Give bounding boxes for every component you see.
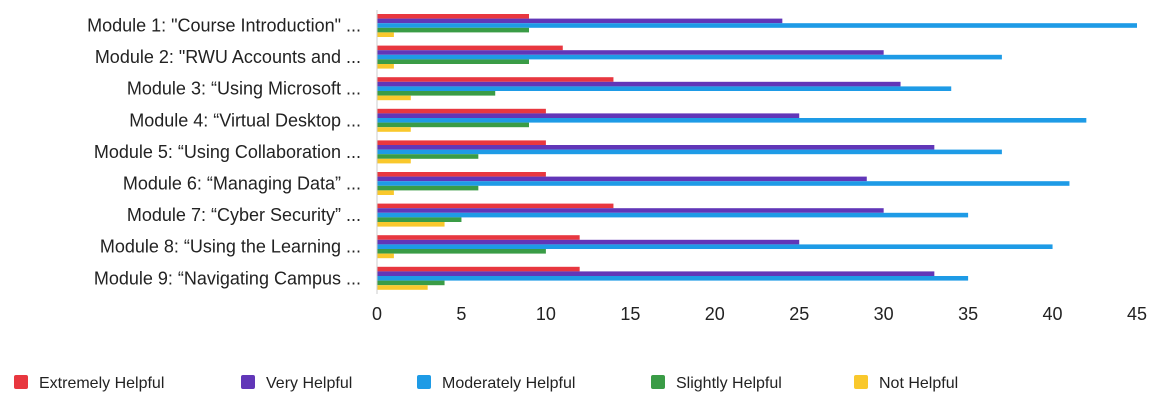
bar-module-5-moderately-helpful <box>377 149 1002 155</box>
bar-module-9-slightly-helpful <box>377 280 445 286</box>
bar-module-7-moderately-helpful <box>377 212 969 218</box>
bar-module-7-slightly-helpful <box>377 217 462 222</box>
bar-module-7-very-helpful <box>377 208 884 213</box>
category-label-module-8: Module 8: “Using the Learning ... <box>100 237 361 257</box>
legend-label-extremely-helpful: Extremely Helpful <box>39 375 164 392</box>
legend-item-not-helpful: Not Helpful <box>854 375 958 392</box>
bar-module-9-extremely-helpful <box>377 266 580 272</box>
legend-swatch-slightly-helpful <box>651 375 665 389</box>
bar-module-3-very-helpful <box>377 81 901 87</box>
bar-module-3-slightly-helpful <box>377 91 496 96</box>
bar-module-4-very-helpful <box>377 113 800 118</box>
bar-module-7-extremely-helpful <box>377 203 614 209</box>
category-label-module-6: Module 6: “Managing Data” ... <box>123 174 361 194</box>
legend-label-very-helpful: Very Helpful <box>266 375 352 392</box>
bar-module-8-extremely-helpful <box>377 235 580 240</box>
legend-label-moderately-helpful: Moderately Helpful <box>442 375 575 392</box>
bar-module-3-extremely-helpful <box>377 77 614 82</box>
category-label-module-2: Module 2: "RWU Accounts and ... <box>95 47 361 67</box>
bar-module-9-moderately-helpful <box>377 276 969 281</box>
bar-module-5-very-helpful <box>377 145 935 150</box>
bar-module-4-not-helpful <box>377 127 411 132</box>
bar-module-6-moderately-helpful <box>377 181 1070 186</box>
legend-label-slightly-helpful: Slightly Helpful <box>676 375 782 392</box>
bar-module-2-not-helpful <box>377 64 394 69</box>
x-tick-label-40: 40 <box>1043 304 1063 324</box>
bar-module-1-slightly-helpful <box>377 27 529 33</box>
legend-item-very-helpful: Very Helpful <box>241 375 352 392</box>
legend: Extremely Helpful Very Helpful Moderately … <box>14 375 958 392</box>
x-tick-label-5: 5 <box>456 304 466 324</box>
legend-label-not-helpful: Not Helpful <box>879 375 958 392</box>
bar-module-4-extremely-helpful <box>377 108 546 114</box>
bars <box>377 14 1137 290</box>
bar-module-1-moderately-helpful <box>377 23 1137 28</box>
legend-item-moderately-helpful: Moderately Helpful <box>417 375 575 392</box>
bar-module-5-not-helpful <box>377 158 411 164</box>
x-tick-label-30: 30 <box>874 304 894 324</box>
bar-module-3-moderately-helpful <box>377 86 952 91</box>
category-label-module-1: Module 1: "Course Introduction" ... <box>87 16 361 36</box>
x-tick-labels: 0 5 10 15 20 25 30 35 40 45 <box>372 304 1147 324</box>
category-label-module-7: Module 7: “Cyber Security” ... <box>127 205 361 225</box>
bar-module-4-moderately-helpful <box>377 118 1087 123</box>
category-label-module-9: Module 9: “Navigating Campus ... <box>94 268 361 288</box>
category-label-module-4: Module 4: “Virtual Desktop ... <box>129 110 361 130</box>
bar-module-8-very-helpful <box>377 239 800 245</box>
bar-module-2-extremely-helpful <box>377 45 563 51</box>
bar-module-9-not-helpful <box>377 285 428 290</box>
bar-module-6-slightly-helpful <box>377 185 479 191</box>
x-tick-label-20: 20 <box>705 304 725 324</box>
bar-module-1-extremely-helpful <box>377 14 529 19</box>
x-tick-label-0: 0 <box>372 304 382 324</box>
x-tick-label-10: 10 <box>536 304 556 324</box>
bar-module-2-slightly-helpful <box>377 59 529 64</box>
legend-item-slightly-helpful: Slightly Helpful <box>651 375 782 392</box>
bar-module-4-slightly-helpful <box>377 122 529 128</box>
legend-swatch-extremely-helpful <box>14 375 28 389</box>
x-tick-label-35: 35 <box>958 304 978 324</box>
bar-module-5-slightly-helpful <box>377 154 479 159</box>
bar-module-6-not-helpful <box>377 190 394 195</box>
legend-swatch-moderately-helpful <box>417 375 431 389</box>
x-tick-label-45: 45 <box>1127 304 1147 324</box>
legend-swatch-not-helpful <box>854 375 868 389</box>
bar-module-1-very-helpful <box>377 18 783 24</box>
bar-module-3-not-helpful <box>377 95 411 101</box>
bar-module-6-extremely-helpful <box>377 172 546 177</box>
bar-module-8-moderately-helpful <box>377 244 1053 249</box>
bar-module-5-extremely-helpful <box>377 140 546 145</box>
bar-module-8-slightly-helpful <box>377 249 546 254</box>
category-label-module-3: Module 3: “Using Microsoft ... <box>127 79 361 99</box>
bar-module-8-not-helpful <box>377 253 394 259</box>
bar-module-7-not-helpful <box>377 222 445 227</box>
bar-module-2-very-helpful <box>377 50 884 55</box>
bar-module-6-very-helpful <box>377 176 867 182</box>
category-labels: Module 1: "Course Introduction" ... Modul… <box>87 16 361 289</box>
bar-module-9-very-helpful <box>377 271 935 276</box>
x-tick-label-25: 25 <box>789 304 809 324</box>
category-label-module-5: Module 5: “Using Collaboration ... <box>94 142 361 162</box>
legend-swatch-very-helpful <box>241 375 255 389</box>
bar-module-1-not-helpful <box>377 32 394 37</box>
bar-module-2-moderately-helpful <box>377 54 1002 60</box>
legend-item-extremely-helpful: Extremely Helpful <box>14 375 164 392</box>
x-tick-label-15: 15 <box>620 304 640 324</box>
